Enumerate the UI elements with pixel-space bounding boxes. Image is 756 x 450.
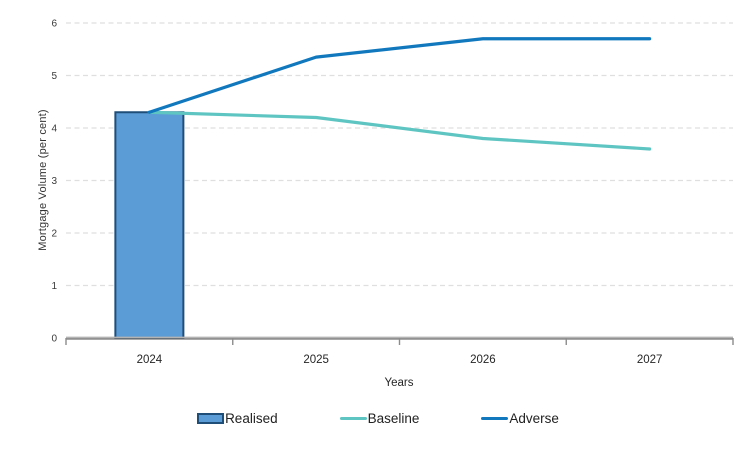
- legend-swatch-realised: [197, 413, 225, 424]
- baseline-line: [147, 110, 652, 151]
- y-tick-label: 4: [51, 124, 57, 135]
- x-tick-label: 2027: [637, 354, 663, 366]
- x-tick-label: 2025: [303, 354, 329, 366]
- y-tick-label: 0: [51, 334, 57, 345]
- x-tick-label: 2026: [470, 354, 496, 366]
- y-tick-label: 1: [51, 281, 57, 292]
- adverse-line: [147, 37, 652, 114]
- legend-swatch-adverse: [481, 416, 509, 421]
- x-tick-label: 2024: [137, 354, 163, 366]
- legend-swatch-baseline: [339, 416, 367, 421]
- y-axis-label: Mortgage Volume (per cent): [37, 109, 49, 251]
- legend-label: Realised: [225, 411, 278, 426]
- y-tick-label: 6: [51, 19, 57, 30]
- y-tick-label: 3: [51, 176, 57, 187]
- realised-bar: [114, 111, 185, 339]
- plot-area: 0 1 2 3 4 5 6 2024 2025 2026 2027: [51, 19, 734, 366]
- y-tick-label: 2: [51, 229, 57, 240]
- chart-legend: Realised Baseline Adverse: [0, 411, 756, 426]
- legend-item-adverse: Adverse: [481, 411, 559, 426]
- legend-label: Baseline: [367, 411, 420, 426]
- legend-label: Adverse: [509, 411, 559, 426]
- legend-item-baseline: Baseline: [339, 411, 420, 426]
- y-tick-label: 5: [51, 71, 57, 82]
- x-axis-label: Years: [384, 377, 414, 389]
- legend-item-realised: Realised: [197, 411, 278, 426]
